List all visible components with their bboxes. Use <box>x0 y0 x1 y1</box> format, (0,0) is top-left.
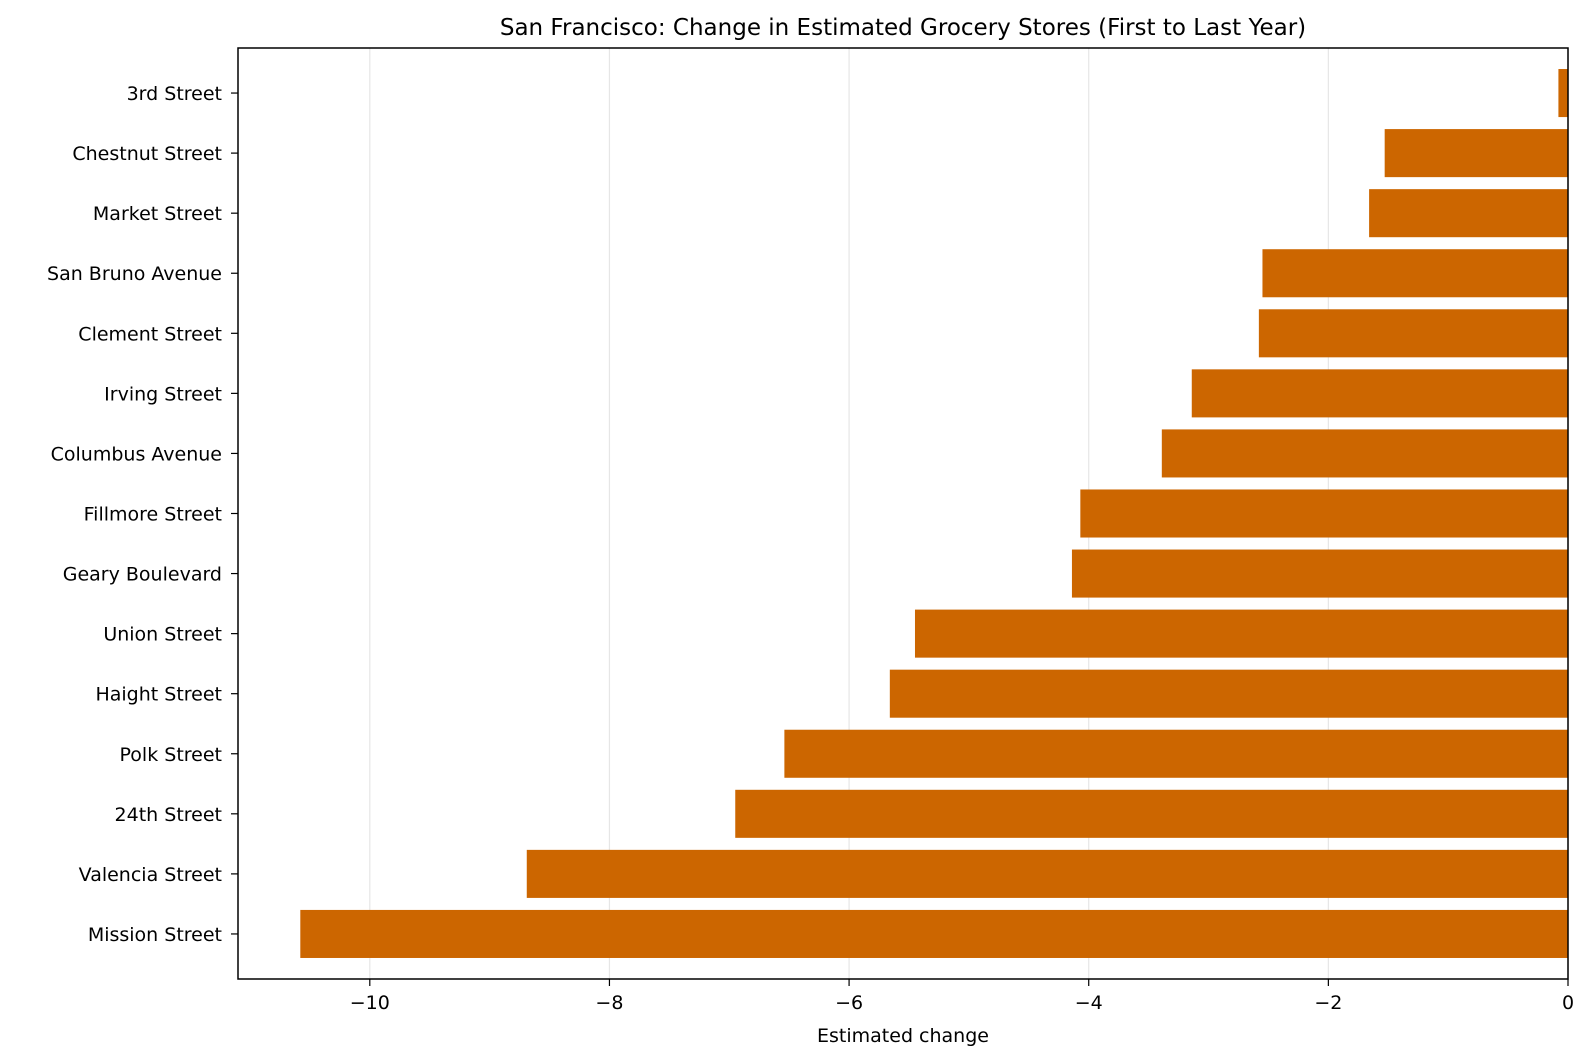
y-tick-label: Market Street <box>93 203 222 225</box>
x-tick-label: −2 <box>1314 992 1342 1014</box>
y-tick-label: Fillmore Street <box>84 504 222 526</box>
bar <box>526 849 1568 898</box>
x-axis-label: Estimated change <box>817 1025 989 1047</box>
x-axis-ticks: −10 −8 −6 −4 −2 0 <box>350 979 1574 1014</box>
y-tick-label: Irving Street <box>104 383 222 405</box>
y-tick-label: Chestnut Street <box>72 143 222 165</box>
y-tick-label: Clement Street <box>78 323 222 345</box>
bar <box>735 789 1568 838</box>
x-tick-label: 0 <box>1562 992 1574 1014</box>
y-tick-label: San Bruno Avenue <box>47 263 222 285</box>
x-tick-label: −6 <box>835 992 863 1014</box>
y-tick-label: Mission Street <box>88 924 222 946</box>
y-tick-label: Valencia Street <box>79 864 222 886</box>
y-tick-label: Haight Street <box>95 684 222 706</box>
bar <box>1071 549 1568 598</box>
bar <box>914 609 1568 658</box>
x-tick-label: −10 <box>350 992 390 1014</box>
y-tick-label: 24th Street <box>115 804 222 826</box>
y-tick-label: Columbus Avenue <box>51 443 222 465</box>
x-tick-label: −4 <box>1075 992 1103 1014</box>
y-tick-label: Geary Boulevard <box>63 564 222 586</box>
chart-title: San Francisco: Change in Estimated Groce… <box>500 15 1306 41</box>
bar <box>1191 369 1568 418</box>
x-tick-label: −8 <box>595 992 623 1014</box>
y-tick-label: Polk Street <box>120 744 222 766</box>
bar <box>1161 429 1568 478</box>
bar <box>1080 489 1568 538</box>
y-tick-label: 3rd Street <box>127 83 222 105</box>
bars <box>300 69 1569 958</box>
y-tick-label: Union Street <box>103 624 222 646</box>
bar <box>1258 309 1568 358</box>
bar <box>1384 129 1568 178</box>
bar <box>1262 249 1568 298</box>
y-axis-ticks: 3rd Street Chestnut Street Market Street Sa… <box>47 83 238 946</box>
bar <box>1369 189 1568 238</box>
bar <box>1558 69 1568 118</box>
bar <box>889 669 1568 718</box>
bar <box>300 909 1569 958</box>
bar <box>784 729 1568 778</box>
